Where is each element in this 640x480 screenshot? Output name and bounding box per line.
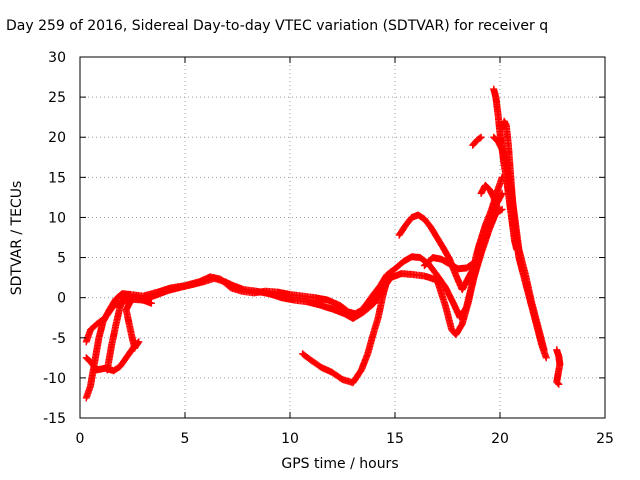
data-point-markers — [469, 133, 485, 149]
y-axis-ticks: -15 -10 -5 0 5 10 15 20 25 30 — [43, 50, 605, 427]
x-tick-label: 15 — [386, 431, 404, 447]
y-tick-label: 20 — [48, 130, 66, 146]
x-tick-label: 5 — [181, 431, 190, 447]
data-series — [299, 268, 395, 387]
y-axis-label: SDTVAR / TECUs — [9, 180, 25, 296]
y-tick-label: -15 — [43, 411, 66, 427]
data-series — [469, 133, 485, 149]
data-point-markers — [299, 268, 395, 387]
x-axis-ticks: 0 5 10 15 20 25 — [76, 57, 614, 447]
y-tick-label: 10 — [48, 210, 66, 226]
data-series — [420, 254, 479, 273]
chart-title: Day 259 of 2016, Sidereal Day-to-day VTE… — [6, 18, 549, 34]
data-point-markers — [477, 181, 502, 213]
data-point-markers — [553, 346, 564, 388]
x-tick-label: 20 — [491, 431, 509, 447]
grid-lines — [80, 57, 605, 418]
y-tick-label: 15 — [48, 170, 66, 186]
y-tick-label: 5 — [57, 251, 66, 267]
data-point-markers — [490, 133, 548, 354]
data-points — [82, 85, 564, 402]
x-tick-label: 0 — [76, 431, 85, 447]
data-series — [490, 133, 548, 354]
data-point-markers — [82, 189, 506, 346]
y-tick-label: -10 — [43, 371, 66, 387]
y-tick-label: -5 — [52, 331, 66, 347]
x-tick-label: 10 — [281, 431, 299, 447]
y-tick-label: 0 — [57, 291, 66, 307]
x-axis-label: GPS time / hours — [281, 456, 399, 472]
data-series — [477, 181, 502, 213]
data-series — [553, 346, 564, 388]
data-point-markers — [420, 254, 479, 273]
y-tick-label: 25 — [48, 90, 66, 106]
data-point-markers — [103, 294, 155, 374]
y-tick-label: 30 — [48, 50, 66, 66]
data-series — [82, 189, 506, 346]
x-tick-label: 25 — [596, 431, 614, 447]
data-series — [103, 294, 155, 374]
plot-frame — [79, 56, 606, 419]
